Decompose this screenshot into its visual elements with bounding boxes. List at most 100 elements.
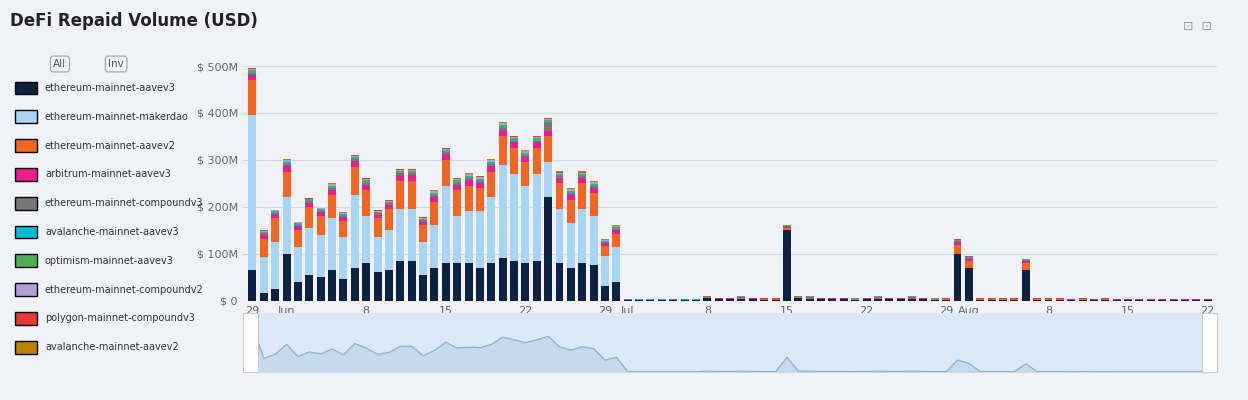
Bar [1011,299,1018,300]
Bar [248,115,256,270]
Bar [533,142,540,148]
Bar [602,242,609,243]
Bar [431,197,438,202]
Bar [339,237,347,280]
Bar [317,212,324,216]
Bar [328,187,336,188]
Bar [555,209,564,263]
Bar [567,223,575,268]
Bar [397,209,404,261]
Bar [567,193,575,195]
Bar [464,212,473,263]
Text: ethereum-mainnet-makerdao: ethereum-mainnet-makerdao [45,112,188,122]
Bar [339,280,347,300]
Bar [953,242,961,245]
Bar [453,182,461,183]
Bar [613,282,620,300]
Bar [953,254,961,300]
Bar [567,200,575,223]
Bar [544,118,552,120]
Bar [328,184,336,186]
Bar [578,183,587,209]
Bar [475,181,484,183]
Bar [499,130,507,136]
Bar [339,221,347,237]
Bar [589,186,598,188]
Bar [522,155,529,157]
Bar [874,299,882,300]
Bar [362,185,371,190]
Bar [555,263,564,300]
Bar [339,217,347,221]
Bar [533,136,540,137]
Bar [522,186,529,263]
Bar [248,68,256,69]
Bar [522,263,529,300]
Bar [738,298,745,299]
Bar [384,201,393,202]
Text: ethereum-mainnet-aavev3: ethereum-mainnet-aavev3 [45,83,176,93]
Bar [487,263,495,300]
Bar [362,216,371,263]
Text: ethereum-mainnet-compoundv2: ethereum-mainnet-compoundv2 [45,285,203,294]
Bar [282,197,291,254]
Bar [475,183,484,188]
Bar [397,261,404,300]
Bar [885,299,894,300]
Bar [384,200,393,201]
Bar [408,175,416,181]
Bar [1022,260,1030,261]
Bar [510,136,518,137]
Bar [965,268,973,300]
Bar [408,181,416,209]
Bar [408,261,416,300]
Text: arbitrum-mainnet-aavev3: arbitrum-mainnet-aavev3 [45,169,171,179]
Bar [453,178,461,179]
Bar [271,210,280,211]
Bar [589,193,598,216]
Bar [510,142,518,148]
Bar [419,217,427,218]
Bar [431,193,438,194]
Bar [806,299,814,300]
Bar [782,228,791,230]
Bar [384,203,393,204]
Bar [442,186,449,263]
Bar [306,275,313,300]
Bar [533,140,540,141]
Bar [782,230,791,300]
Bar [306,228,313,275]
Bar [419,242,427,275]
Bar [464,178,473,180]
Bar [533,141,540,142]
Bar [794,296,802,297]
Bar [442,148,449,150]
Bar [384,204,393,205]
Bar [419,218,427,219]
Bar [408,209,416,261]
Bar [589,216,598,265]
Bar [260,235,268,239]
Bar [351,161,358,167]
Bar [499,164,507,258]
Bar [306,207,313,228]
Bar [362,180,371,182]
Bar [851,299,859,300]
Bar [282,164,291,166]
Bar [282,162,291,163]
Bar [328,190,336,195]
Bar [522,162,529,186]
Bar [282,166,291,172]
Bar [339,213,347,214]
Bar [271,213,280,214]
Bar [499,125,507,127]
Bar [555,174,564,175]
Bar [295,246,302,282]
Bar [475,176,484,177]
Bar [362,179,371,180]
Bar [248,270,256,300]
Bar [613,227,620,228]
Bar [453,263,461,300]
Bar [510,137,518,138]
Bar [248,70,256,72]
